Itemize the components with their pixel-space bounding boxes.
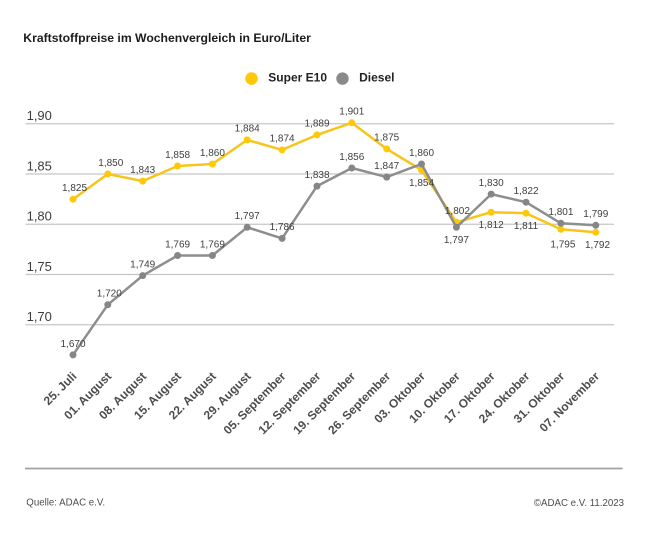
svg-text:1,901: 1,901: [339, 107, 364, 118]
svg-text:1,884: 1,884: [235, 124, 260, 135]
svg-text:1,749: 1,749: [130, 259, 155, 270]
svg-text:1,799: 1,799: [583, 209, 608, 220]
svg-text:1,795: 1,795: [550, 240, 575, 251]
svg-text:1,797: 1,797: [235, 211, 260, 222]
svg-text:Kraftstoffpreise im Wochenverg: Kraftstoffpreise im Wochenvergleich in E…: [23, 31, 311, 45]
svg-text:1,830: 1,830: [479, 178, 504, 189]
svg-text:©ADAC e.V. 11.2023: ©ADAC e.V. 11.2023: [534, 498, 624, 509]
svg-text:1,802: 1,802: [445, 206, 470, 217]
svg-text:1,75: 1,75: [27, 259, 52, 274]
svg-text:1,860: 1,860: [200, 148, 225, 159]
svg-text:1,854: 1,854: [409, 178, 434, 189]
svg-text:1,792: 1,792: [585, 240, 610, 251]
svg-text:1,875: 1,875: [374, 133, 399, 144]
svg-text:Quelle: ADAC e.V.: Quelle: ADAC e.V.: [26, 498, 105, 509]
svg-text:1,769: 1,769: [165, 239, 190, 250]
svg-text:1,90: 1,90: [27, 108, 52, 123]
svg-text:1,822: 1,822: [513, 186, 538, 197]
svg-text:1,80: 1,80: [27, 209, 52, 224]
svg-text:1,843: 1,843: [130, 165, 155, 176]
svg-text:Super E10: Super E10: [268, 71, 327, 85]
svg-text:1,769: 1,769: [200, 239, 225, 250]
svg-text:1,850: 1,850: [98, 158, 123, 169]
svg-text:1,838: 1,838: [304, 170, 329, 181]
svg-text:1,70: 1,70: [27, 309, 52, 324]
svg-text:Diesel: Diesel: [359, 71, 394, 85]
svg-text:1,856: 1,856: [339, 152, 364, 163]
svg-text:1,85: 1,85: [27, 158, 52, 173]
svg-text:1,847: 1,847: [374, 161, 399, 172]
svg-text:1,889: 1,889: [304, 119, 329, 130]
svg-text:1,786: 1,786: [270, 222, 295, 233]
svg-text:1,797: 1,797: [444, 235, 469, 246]
svg-text:1,670: 1,670: [60, 339, 85, 350]
svg-text:1,811: 1,811: [514, 221, 539, 232]
svg-text:1,874: 1,874: [270, 134, 295, 145]
svg-text:1,860: 1,860: [409, 148, 434, 159]
svg-text:1,825: 1,825: [62, 183, 87, 194]
svg-text:1,720: 1,720: [97, 289, 122, 300]
svg-text:1,801: 1,801: [548, 207, 573, 218]
svg-text:1,812: 1,812: [479, 220, 504, 231]
svg-text:1,858: 1,858: [165, 150, 190, 161]
